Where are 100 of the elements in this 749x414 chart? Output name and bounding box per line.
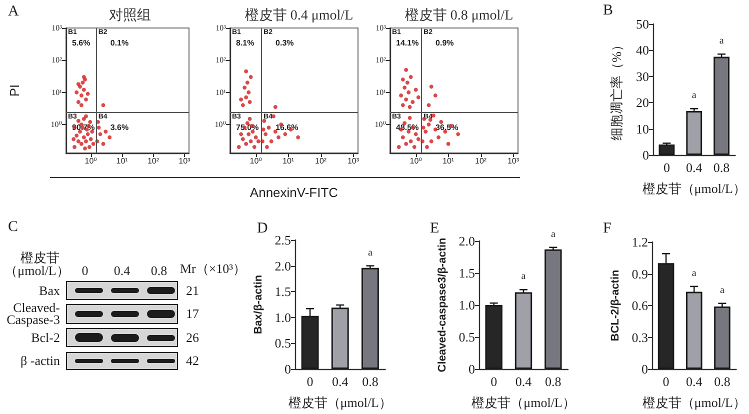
y-tick-label: 40	[636, 42, 649, 58]
x-tick-label: 10¹	[442, 156, 454, 166]
text: Cleaved- Caspase-3	[6, 300, 60, 327]
x-tick-label: 10⁰	[250, 156, 262, 166]
y-tick-label: 10¹	[52, 88, 63, 97]
x-tick-label: 0.8	[362, 374, 378, 389]
y-tick-label: 30	[636, 68, 649, 84]
text: 17	[186, 306, 199, 321]
y-tick-label: 10³	[52, 24, 63, 32]
x-axis-title: 橙皮苷（μmol/L）	[472, 395, 576, 410]
y-tick-label: 0.5	[274, 336, 291, 351]
y-tick-label: 10³	[376, 24, 387, 32]
text: 0.8	[150, 263, 168, 278]
text: 0.4	[114, 263, 130, 278]
x-tick-label: 10³	[347, 156, 360, 166]
y-tick-label: 1.2	[632, 234, 648, 250]
y-tick-label: 1.0	[274, 310, 291, 325]
y-axis-title: PI	[7, 84, 22, 97]
y-tick-label: 2.0	[274, 258, 291, 274]
x-tick-label: 0.8	[713, 160, 730, 175]
y-tick-label: 10	[636, 121, 649, 136]
chart-title: 橙皮苷 0.4 μmol/L	[244, 8, 354, 24]
annotation: a	[521, 271, 526, 282]
y-tick-label: 0.5	[458, 330, 475, 344]
x-tick-label: 10⁰	[410, 156, 422, 166]
x-axis-title: 橙皮苷（μmol/L）	[288, 395, 392, 410]
y-axis-title: BCL-2/β-actin	[609, 269, 622, 342]
text: 42	[186, 353, 199, 368]
annotation: a	[692, 90, 697, 102]
x-axis-title: AnnexinV-FITC	[250, 185, 338, 200]
annotation: a	[692, 268, 697, 279]
annotation: a	[368, 247, 373, 258]
x-tick-label: 0.4	[686, 374, 703, 389]
annotation: 0.1%	[110, 38, 129, 48]
text: Mr（×10³）	[180, 261, 246, 276]
chart-title: 对照组	[109, 8, 151, 24]
x-tick-label: 0	[663, 160, 670, 175]
y-tick-label: 10¹	[216, 88, 227, 97]
y-axis-title: 细胞凋亡率（%）	[609, 38, 624, 140]
y-tick-label: 1.0	[458, 298, 475, 312]
y-tick-label: 0	[642, 362, 648, 376]
chart-title: 橙皮苷 0.8 μmol/L	[404, 8, 514, 24]
x-tick-label: 10¹	[116, 156, 128, 166]
text: Bcl-2	[31, 330, 60, 344]
x-tick-label: 0.4	[515, 374, 532, 389]
y-axis-title: Bax/β-actin	[252, 274, 264, 334]
annotation: 3.6%	[110, 122, 129, 132]
annotation: 5.6%	[72, 38, 90, 48]
x-axis-title: 橙皮苷（μmol/L）	[642, 395, 746, 410]
text: C	[8, 219, 18, 235]
y-tick-label: 10⁰	[214, 120, 226, 129]
x-tick-label: 10³	[178, 156, 191, 166]
y-tick-label: 10⁰	[374, 120, 386, 129]
annotation: a	[720, 284, 725, 296]
y-tick-label: 10⁰	[50, 120, 62, 129]
x-tick-label: 0.8	[545, 374, 562, 389]
text: D	[257, 220, 268, 236]
text: Bax	[39, 282, 60, 298]
y-tick-label: 10²	[216, 56, 227, 65]
annotation: a	[550, 228, 556, 240]
text: B	[603, 2, 614, 18]
text: β -actin	[20, 353, 60, 368]
x-tick-label: 0.4	[686, 160, 703, 175]
y-tick-label: 0	[284, 362, 291, 376]
y-tick-label: 10²	[52, 56, 63, 65]
x-tick-label: 0	[662, 374, 670, 389]
text: A	[8, 4, 19, 20]
annotation: 16.6%	[276, 122, 298, 132]
y-tick-label: 0.3	[632, 330, 648, 345]
x-tick-label: 10⁰	[84, 156, 97, 166]
y-tick-label: 20	[636, 95, 649, 110]
text: 21	[186, 282, 199, 298]
annotation: 14.1%	[396, 38, 419, 48]
y-tick-label: 0.9	[632, 266, 648, 282]
text: 橙皮苷	[20, 250, 60, 265]
annotation: 0.3%	[276, 38, 294, 48]
text: E	[430, 220, 440, 236]
text: 26	[186, 330, 199, 344]
y-tick-label: 1.5	[458, 266, 475, 280]
x-axis-title: 橙皮苷（μmol/L）	[642, 181, 746, 196]
text: （μmol/L）	[4, 263, 70, 278]
y-tick-label: 1.5	[274, 284, 291, 300]
x-tick-label: 0	[306, 374, 314, 389]
x-tick-label: 10²	[147, 156, 160, 166]
x-tick-label: 10²	[315, 156, 327, 166]
x-tick-label: 0.4	[332, 374, 349, 389]
x-tick-label: 0.8	[714, 374, 730, 389]
annotation: 8.1%	[236, 38, 254, 48]
x-tick-label: 10³	[507, 156, 520, 166]
y-tick-label: 0.6	[632, 298, 648, 313]
y-tick-label: 10²	[376, 56, 387, 65]
y-tick-label: 10¹	[376, 88, 387, 97]
y-tick-label: 0	[468, 362, 475, 376]
y-tick-label: 2.5	[274, 232, 291, 248]
annotation: 0.9%	[436, 38, 454, 48]
y-tick-label: 2.0	[458, 234, 475, 248]
y-tick-label: 50	[636, 16, 649, 32]
x-tick-label: 0	[490, 374, 498, 389]
text: 0	[82, 263, 88, 278]
y-axis-title: Cleaved-caspase3/β-actin	[436, 237, 448, 372]
